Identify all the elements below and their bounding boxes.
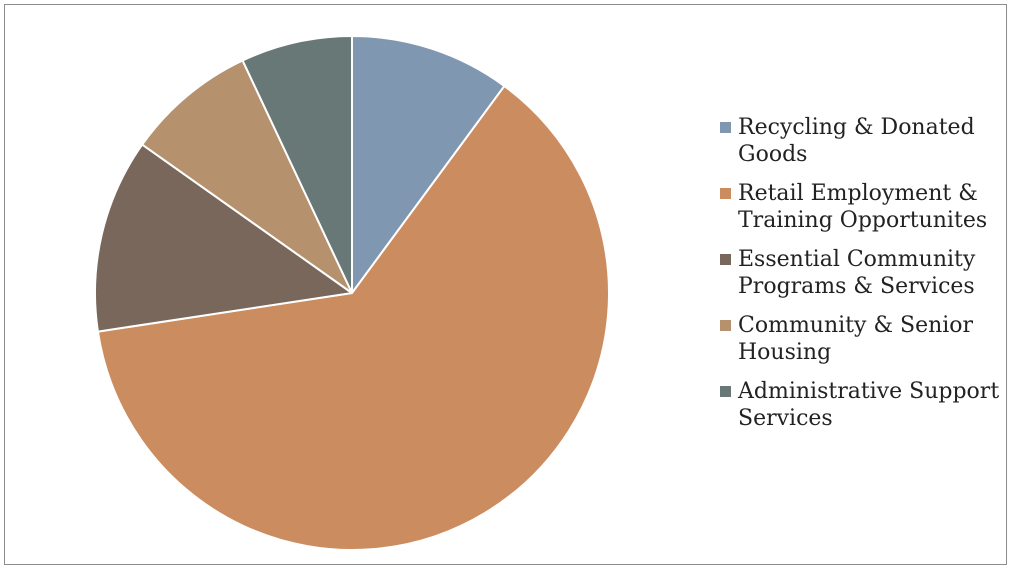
legend: Recycling & Donated Goods Retail Employme… bbox=[720, 114, 1005, 444]
pie-slice-5 bbox=[241, 35, 353, 294]
pie-slice-2 bbox=[96, 85, 610, 551]
legend-label-4: Community & Senior Housing bbox=[738, 313, 974, 365]
pie-slice-1 bbox=[351, 35, 506, 294]
legend-swatch-4 bbox=[720, 320, 731, 331]
legend-label-1: Recycling & Donated Goods bbox=[738, 115, 975, 167]
legend-item-1: Recycling & Donated Goods bbox=[720, 114, 1005, 168]
pie-slice-3 bbox=[94, 143, 353, 333]
legend-swatch-3 bbox=[720, 254, 731, 265]
legend-label-5: Administrative Support Services bbox=[738, 379, 1000, 431]
legend-item-5: Administrative Support Services bbox=[720, 378, 1005, 432]
legend-item-3: Essential Community Programs & Services bbox=[720, 246, 1005, 300]
pie-chart bbox=[94, 35, 610, 551]
pie-slice-4 bbox=[141, 59, 353, 294]
legend-swatch-1 bbox=[720, 122, 731, 133]
legend-label-3: Essential Community Programs & Services bbox=[738, 247, 976, 299]
legend-swatch-2 bbox=[720, 188, 731, 199]
chart-frame: Recycling & Donated Goods Retail Employme… bbox=[4, 4, 1007, 565]
legend-item-4: Community & Senior Housing bbox=[720, 312, 1005, 366]
legend-item-2: Retail Employment & Training Opportunite… bbox=[720, 180, 1005, 234]
legend-swatch-5 bbox=[720, 386, 731, 397]
legend-label-2: Retail Employment & Training Opportunite… bbox=[738, 181, 988, 233]
